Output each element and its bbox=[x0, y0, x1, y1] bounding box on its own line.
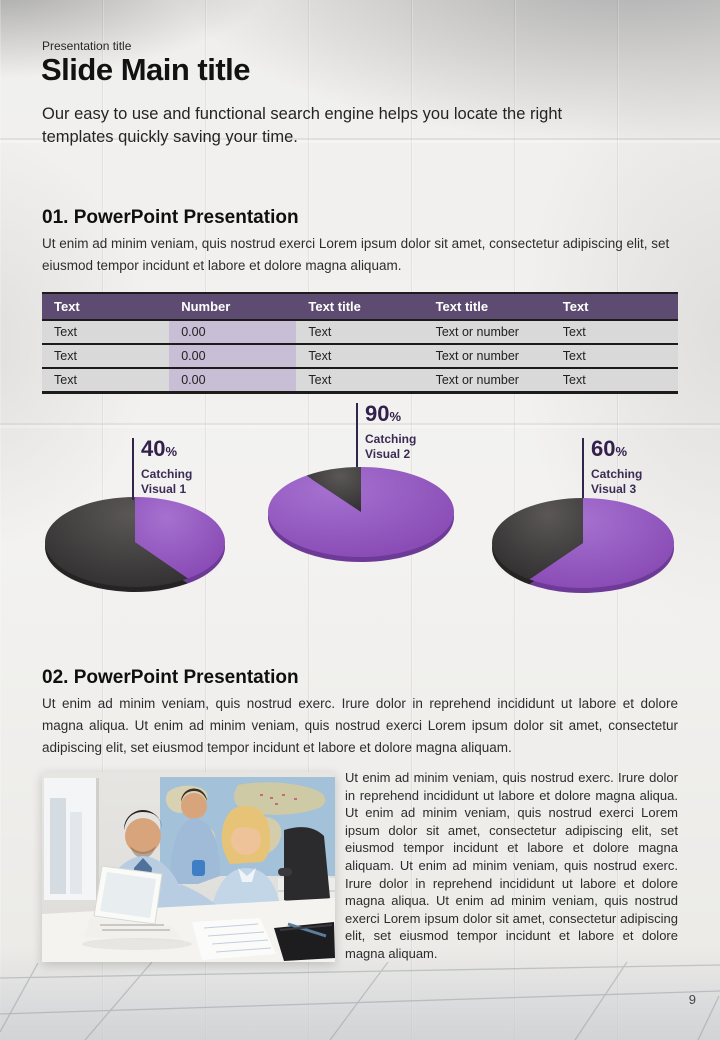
laptop bbox=[84, 865, 184, 942]
pie-caption-1: Catching Visual 1 bbox=[141, 467, 193, 496]
page-number: 9 bbox=[688, 992, 696, 1007]
floor-tile-lines bbox=[0, 961, 720, 1040]
table-header-cell: Text bbox=[42, 293, 170, 320]
table-cell: Text bbox=[550, 319, 678, 344]
table-header-cell: Text title bbox=[296, 293, 424, 320]
pie-label-2: 90% Catching Visual 2 bbox=[356, 403, 433, 467]
table-row: Text 0.00 Text Text or number Text bbox=[42, 367, 678, 393]
slide-subtitle: Our easy to use and functional search en… bbox=[42, 105, 563, 146]
pie-graphic-3 bbox=[477, 486, 689, 616]
pie-value-1: 40% bbox=[141, 436, 178, 461]
window bbox=[44, 778, 99, 900]
section-01-body: Ut enim ad minim veniam, quis nostrud ex… bbox=[42, 236, 670, 273]
papers bbox=[192, 918, 276, 960]
table-row: Text 0.00 Text Text or number Text bbox=[42, 319, 678, 344]
pie-chart-1: 40% Catching Visual 1 bbox=[30, 400, 245, 620]
section-02-heading: 02. PowerPoint Presentation bbox=[42, 667, 299, 688]
office-team-photo bbox=[42, 772, 335, 962]
table-header-cell: Text title bbox=[423, 293, 551, 320]
slide-main-title: Slide Main title bbox=[41, 52, 251, 87]
pie-graphic-1 bbox=[30, 485, 240, 615]
table-cell: Text bbox=[550, 367, 678, 393]
table-cell: Text bbox=[296, 343, 424, 368]
data-table: Text Number Text title Text title Text T… bbox=[42, 292, 678, 394]
table-header-cell: Text bbox=[550, 293, 678, 320]
table-cell: Text bbox=[42, 319, 170, 344]
table-cell: Text bbox=[296, 319, 424, 344]
table-cell-number: 0.00 bbox=[169, 367, 297, 393]
pie-caption-3: Catching Visual 3 bbox=[591, 467, 643, 496]
table-cell: Text bbox=[42, 343, 170, 368]
section-01-heading: 01. PowerPoint Presentation bbox=[42, 207, 299, 228]
table-header-cell: Number bbox=[169, 293, 297, 320]
table-cell: Text bbox=[42, 367, 170, 393]
pie-chart-2: 90% Catching Visual 2 bbox=[253, 395, 473, 610]
pie-value-2: 90% bbox=[365, 401, 402, 426]
table-cell: Text or number bbox=[423, 343, 551, 368]
pie-caption-2: Catching Visual 2 bbox=[365, 432, 417, 461]
pie-graphic-2 bbox=[253, 455, 469, 585]
table-cell-number: 0.00 bbox=[169, 343, 297, 368]
pie-chart-3: 60% Catching Visual 3 bbox=[477, 400, 692, 620]
table-cell: Text or number bbox=[423, 367, 551, 393]
section-02-side-text: Ut enim ad minim veniam, quis nostrud ex… bbox=[345, 770, 678, 961]
section-02-body: Ut enim ad minim veniam, quis nostrud ex… bbox=[42, 696, 678, 755]
table-row: Text 0.00 Text Text or number Text bbox=[42, 343, 678, 368]
table-header-row: Text Number Text title Text title Text bbox=[42, 293, 678, 320]
office-chair bbox=[278, 827, 330, 904]
presentation-title: Presentation title bbox=[42, 39, 132, 53]
pie-value-3: 60% bbox=[591, 436, 628, 461]
pie-label-1: 40% Catching Visual 1 bbox=[132, 438, 209, 500]
person-standing bbox=[170, 788, 220, 884]
table-cell: Text bbox=[296, 367, 424, 393]
organizer bbox=[274, 922, 335, 961]
table-cell: Text or number bbox=[423, 319, 551, 344]
table-cell-number: 0.00 bbox=[169, 319, 297, 344]
pie-label-3: 60% Catching Visual 3 bbox=[582, 438, 659, 498]
table-cell: Text bbox=[550, 343, 678, 368]
